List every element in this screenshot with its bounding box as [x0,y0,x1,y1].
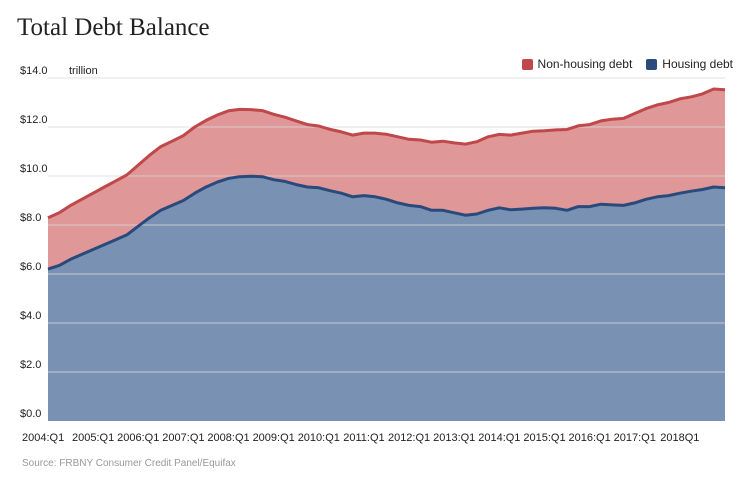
legend-label-non-housing: Non-housing debt [537,57,633,71]
legend: Non-housing debt Housing debt [521,57,733,71]
legend-label-housing: Housing debt [662,57,733,71]
legend-item-non-housing: Non-housing debt [521,57,633,71]
area-non-housing [48,89,725,270]
y-tick-label: $12.0 [20,114,48,126]
y-tick-label: $0.0 [20,408,41,420]
x-tick-label: 2006:Q1 [117,432,159,444]
x-tick-label: 2012:Q1 [388,432,430,444]
x-tick-label: 2004:Q1 [22,432,64,444]
series-line-housing [47,174,726,271]
legend-swatch-housing [646,58,658,70]
area-housing [48,176,725,421]
series-line-non-housing [47,87,726,220]
chart-title: Total Debt Balance [17,14,210,41]
x-tick-label: 2010:Q1 [298,432,340,444]
x-tick-label: 2015:Q1 [523,432,565,444]
x-tick-label: 2016:Q1 [568,432,610,444]
x-tick-label: 2007:Q1 [162,432,204,444]
y-tick-label: $10.0 [20,163,48,175]
y-tick-label: $6.0 [20,261,41,273]
x-tick-label: 2009:Q1 [253,432,295,444]
y-tick-label: $8.0 [20,212,41,224]
x-tick-label: 2011:Q1 [343,432,384,444]
legend-swatch-non-housing [521,58,533,70]
unit-label: trillion [69,65,98,77]
x-tick-label: 2018Q1 [660,432,699,444]
legend-item-housing: Housing debt [646,57,733,71]
source-note: Source: FRBNY Consumer Credit Panel/Equi… [22,458,236,469]
x-tick-label: 2008:Q1 [207,432,249,444]
y-tick-label: $14.0 [20,65,48,77]
y-tick-label: $4.0 [20,310,41,322]
x-tick-label: 2005:Q1 [72,432,114,444]
x-tick-label: 2017:Q1 [614,432,656,444]
x-tick-label: 2013:Q1 [433,432,475,444]
y-tick-label: $2.0 [20,359,41,371]
x-tick-label: 2014:Q1 [478,432,520,444]
